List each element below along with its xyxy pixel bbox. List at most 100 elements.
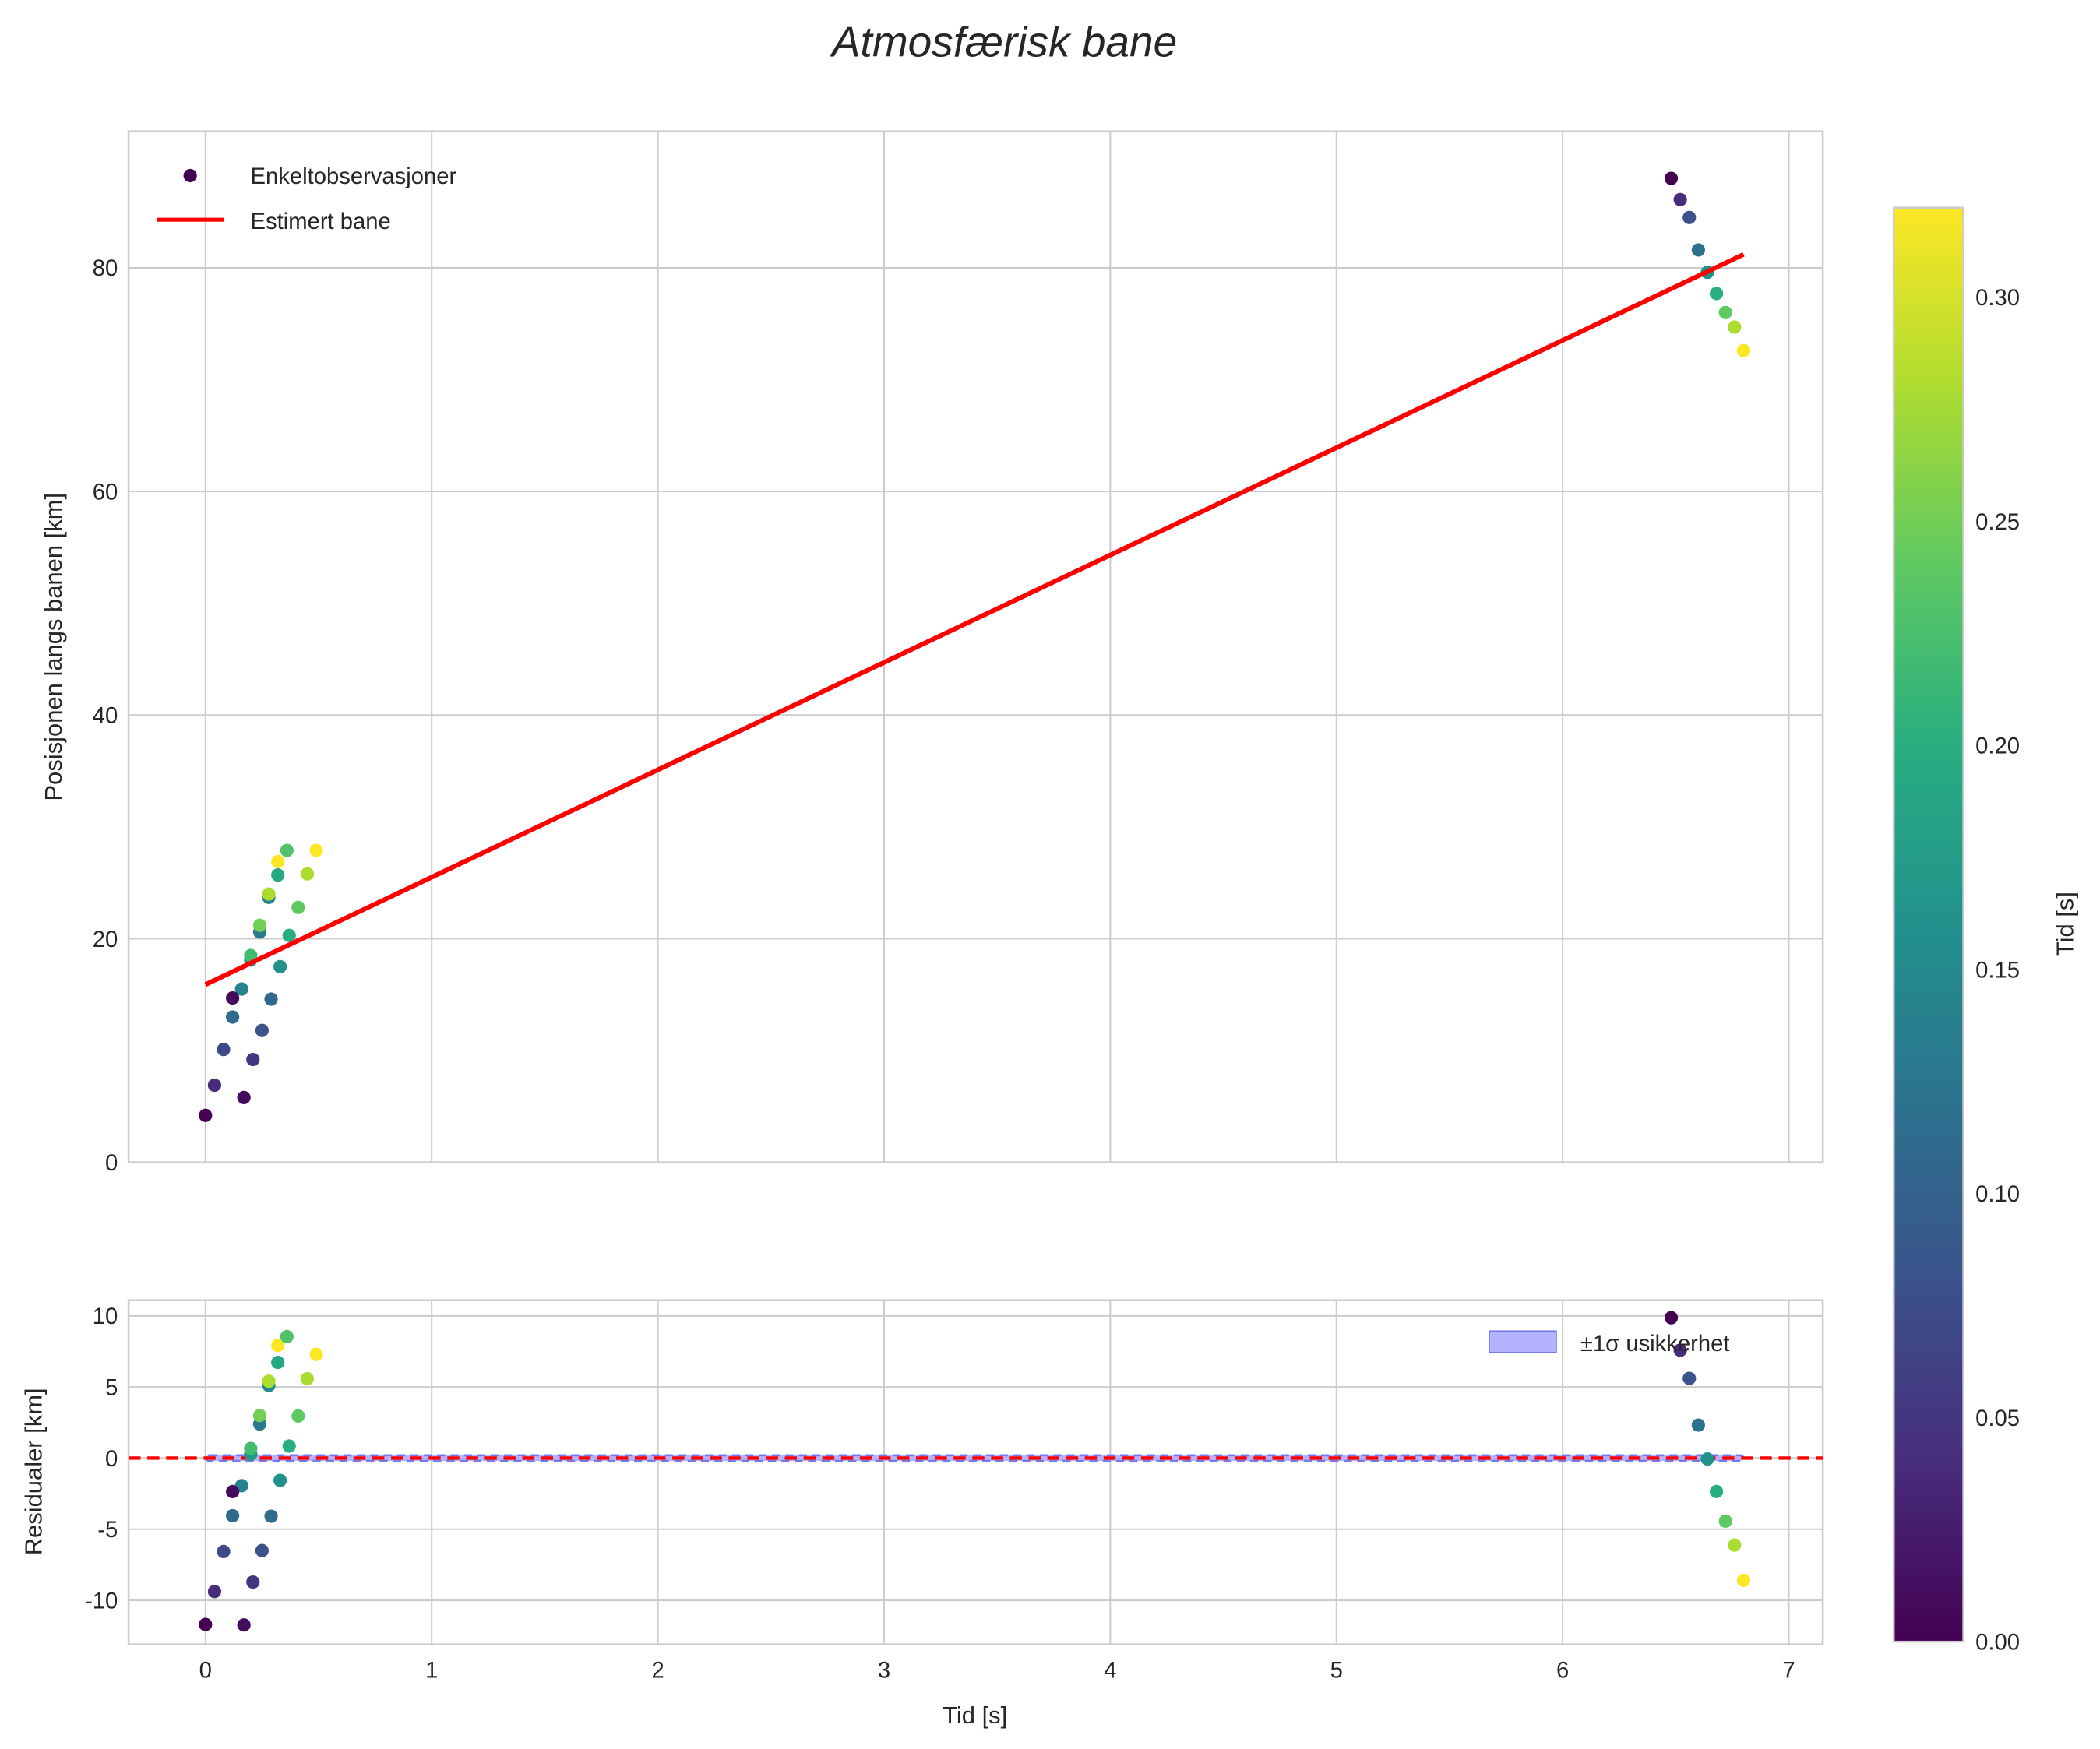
observation-point [262, 887, 276, 901]
observation-point [309, 843, 323, 857]
residual-point [282, 1439, 296, 1453]
residual-point [207, 1585, 222, 1599]
y-tick-label: 20 [93, 927, 118, 952]
observation-point [280, 843, 294, 857]
observation-point [1710, 287, 1724, 301]
colorbar-tick-label: 0.30 [1975, 286, 2020, 311]
colorbar-label: Tid [s] [2052, 892, 2079, 956]
observation-point [234, 982, 248, 996]
x-tick-label: 1 [425, 1659, 438, 1684]
observation-point [264, 992, 278, 1006]
y-tick-label: 60 [93, 480, 118, 505]
observation-point [252, 918, 267, 932]
observation-point [1691, 243, 1705, 257]
residual-point [255, 1543, 269, 1557]
observation-point [273, 959, 287, 973]
x-tick-label: 2 [651, 1659, 664, 1684]
residual-point [1673, 1343, 1687, 1357]
residual-point [1700, 1452, 1714, 1466]
observation-point [207, 1078, 222, 1093]
colorbar-tick-label: 0.00 [1975, 1631, 2020, 1656]
y-tick-label: 10 [93, 1304, 118, 1329]
x-tick-label: 6 [1556, 1659, 1569, 1684]
colorbar-tick-label: 0.25 [1975, 510, 2020, 535]
observation-point [199, 1108, 213, 1122]
observation-point [1718, 305, 1732, 319]
residual-point [271, 1339, 285, 1353]
legend-bottom: ±1σ usikkerhet [1489, 1330, 1730, 1357]
y-tick-label: 5 [105, 1375, 118, 1400]
observation-point [226, 991, 240, 1005]
residual-point [1664, 1311, 1679, 1325]
x-axis-label: Tid [s] [943, 1701, 1007, 1729]
x-tick-label: 5 [1330, 1659, 1343, 1684]
observation-point [1673, 192, 1687, 206]
y-axis-label-position: Posisjonen langs banen [km] [40, 493, 67, 801]
colorbar-tick-label: 0.10 [1975, 1182, 2020, 1207]
position-plot: 0 20 40 60 80 [93, 130, 1824, 1176]
residual-point [1682, 1371, 1697, 1385]
residual-point [280, 1329, 294, 1344]
legend-label-fit: Estimert bane [251, 209, 391, 234]
residual-point [226, 1484, 240, 1498]
colorbar: 0.00 0.05 0.10 0.15 0.20 0.25 0.30 [1892, 206, 2020, 1656]
x-tick-label: 4 [1104, 1659, 1116, 1684]
residual-point [1736, 1573, 1751, 1588]
residual-point [244, 1441, 258, 1455]
residual-point [226, 1508, 240, 1523]
colorbar-tick-label: 0.05 [1975, 1406, 2020, 1431]
legend-marker-band [1489, 1330, 1557, 1353]
residual-point [199, 1617, 213, 1631]
residual-point [273, 1473, 287, 1487]
residual-point [300, 1371, 315, 1386]
chart-title: Atmosfærisk bane [830, 17, 1177, 65]
x-tick-label: 0 [199, 1659, 212, 1684]
colorbar-gradient [1892, 206, 1964, 1643]
colorbar-tick-label: 0.20 [1975, 734, 2020, 759]
observation-point [282, 928, 296, 942]
observation-point [244, 948, 258, 962]
residual-point [1710, 1484, 1724, 1498]
y-tick-label: 0 [105, 1447, 118, 1472]
legend-label-observations: Enkeltobservasjoner [251, 164, 457, 189]
y-tick-label: 0 [105, 1151, 118, 1176]
legend-label-band: ±1σ usikkerhet [1580, 1332, 1730, 1357]
y-tick-label: 40 [93, 704, 118, 729]
axes-frame [127, 1299, 1824, 1645]
residual-point [1691, 1418, 1705, 1432]
legend-marker-observations [183, 168, 197, 183]
residual-point [1718, 1514, 1732, 1528]
y-axis-label-residuals: Residualer [km] [19, 1388, 47, 1555]
residual-point [1728, 1538, 1742, 1552]
legend-top: Enkeltobservasjoner Estimert bane [157, 164, 457, 234]
x-tick-label: 3 [878, 1659, 890, 1684]
residual-point [271, 1356, 285, 1370]
observation-point [1682, 210, 1697, 224]
residual-point [217, 1544, 231, 1558]
x-tick-label: 7 [1782, 1659, 1795, 1684]
y-tick-label: 80 [93, 256, 118, 281]
residual-point [309, 1347, 323, 1361]
observation-point [1728, 320, 1742, 334]
observation-point [271, 854, 285, 868]
observation-point [246, 1052, 260, 1067]
fit-line [204, 252, 1745, 987]
colorbar-tick-label: 0.15 [1975, 958, 2020, 983]
y-tick-label: -5 [97, 1518, 118, 1543]
residual-point [291, 1409, 305, 1423]
residual-point [237, 1618, 251, 1632]
observation-point [1664, 171, 1679, 185]
observation-point [255, 1023, 269, 1037]
axes-frame [127, 130, 1824, 1163]
residual-plot: 0 1 2 3 4 5 6 7 -10 -5 0 5 10 [85, 1299, 1824, 1684]
y-tick-label: -10 [85, 1589, 118, 1614]
observation-point [1736, 343, 1751, 357]
observation-point [226, 1010, 240, 1024]
residual-point [264, 1509, 278, 1523]
observation-point [217, 1043, 231, 1057]
observation-point [271, 868, 285, 882]
observation-point [291, 900, 305, 914]
observation-point [300, 867, 315, 881]
residual-point [246, 1575, 260, 1589]
